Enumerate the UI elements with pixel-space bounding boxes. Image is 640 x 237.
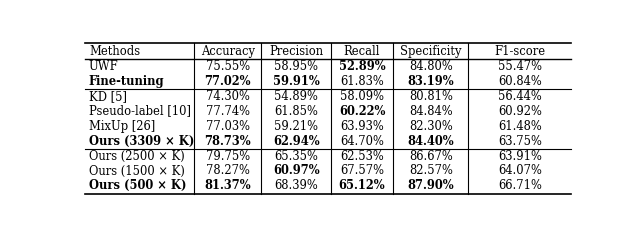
Text: 61.83%: 61.83%	[340, 75, 384, 88]
Text: 63.91%: 63.91%	[498, 150, 541, 163]
Text: 62.53%: 62.53%	[340, 150, 384, 163]
Text: 87.90%: 87.90%	[408, 179, 454, 192]
Text: 80.81%: 80.81%	[409, 90, 452, 103]
Text: 63.75%: 63.75%	[498, 135, 541, 148]
Text: 83.19%: 83.19%	[408, 75, 454, 88]
Text: 55.47%: 55.47%	[498, 60, 541, 73]
Text: Accuracy: Accuracy	[201, 45, 255, 58]
Text: 64.07%: 64.07%	[498, 164, 541, 178]
Text: 74.30%: 74.30%	[206, 90, 250, 103]
Text: Ours (500 × K): Ours (500 × K)	[89, 179, 186, 192]
Text: 82.57%: 82.57%	[409, 164, 452, 178]
Text: 61.85%: 61.85%	[274, 105, 318, 118]
Text: 60.84%: 60.84%	[498, 75, 541, 88]
Text: MixUp [26]: MixUp [26]	[89, 120, 155, 132]
Text: 58.09%: 58.09%	[340, 90, 384, 103]
Text: 59.21%: 59.21%	[274, 120, 318, 132]
Text: Specificity: Specificity	[400, 45, 461, 58]
Text: 59.91%: 59.91%	[273, 75, 319, 88]
Text: 58.95%: 58.95%	[274, 60, 318, 73]
Text: 82.30%: 82.30%	[409, 120, 452, 132]
Text: 62.94%: 62.94%	[273, 135, 319, 148]
Text: 64.70%: 64.70%	[340, 135, 384, 148]
Text: 75.55%: 75.55%	[206, 60, 250, 73]
Text: 86.67%: 86.67%	[409, 150, 452, 163]
Text: Ours (1500 × K): Ours (1500 × K)	[89, 164, 185, 178]
Text: 81.37%: 81.37%	[205, 179, 251, 192]
Text: 84.84%: 84.84%	[409, 105, 452, 118]
Text: 63.93%: 63.93%	[340, 120, 384, 132]
Text: Precision: Precision	[269, 45, 323, 58]
Text: Ours (3309 × K): Ours (3309 × K)	[89, 135, 195, 148]
Text: 65.12%: 65.12%	[339, 179, 385, 192]
Text: 60.97%: 60.97%	[273, 164, 319, 178]
Text: 84.80%: 84.80%	[409, 60, 452, 73]
Text: Methods: Methods	[89, 45, 140, 58]
Text: 79.75%: 79.75%	[206, 150, 250, 163]
Text: UWF: UWF	[89, 60, 118, 73]
Text: 54.89%: 54.89%	[274, 90, 318, 103]
Text: 78.27%: 78.27%	[206, 164, 250, 178]
Text: Recall: Recall	[344, 45, 380, 58]
Text: Pseudo-label [10]: Pseudo-label [10]	[89, 105, 191, 118]
Text: 78.73%: 78.73%	[205, 135, 251, 148]
Text: 52.89%: 52.89%	[339, 60, 385, 73]
Text: 66.71%: 66.71%	[498, 179, 541, 192]
Text: KD [5]: KD [5]	[89, 90, 127, 103]
Text: 77.74%: 77.74%	[206, 105, 250, 118]
Text: 61.48%: 61.48%	[498, 120, 541, 132]
Text: 67.57%: 67.57%	[340, 164, 384, 178]
Text: 77.02%: 77.02%	[205, 75, 251, 88]
Text: 84.40%: 84.40%	[408, 135, 454, 148]
Text: 77.03%: 77.03%	[206, 120, 250, 132]
Text: 56.44%: 56.44%	[498, 90, 541, 103]
Text: Fine-tuning: Fine-tuning	[89, 75, 164, 88]
Text: Ours (2500 × K): Ours (2500 × K)	[89, 150, 185, 163]
Text: F1-score: F1-score	[494, 45, 545, 58]
Text: 60.92%: 60.92%	[498, 105, 541, 118]
Text: 65.35%: 65.35%	[274, 150, 318, 163]
Text: 68.39%: 68.39%	[275, 179, 318, 192]
Text: 60.22%: 60.22%	[339, 105, 385, 118]
